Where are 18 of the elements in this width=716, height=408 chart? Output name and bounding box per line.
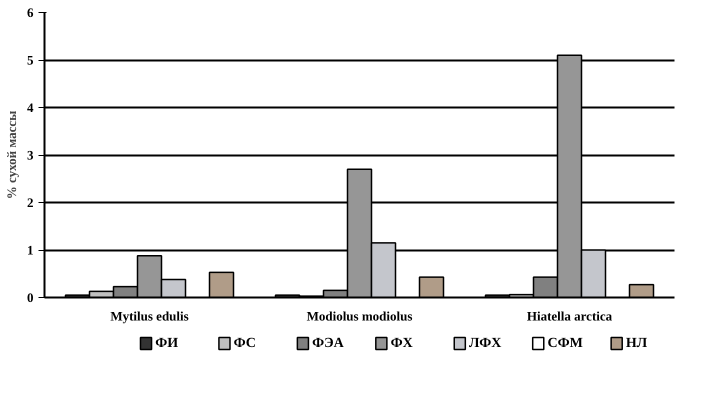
legend-label: ФХ [390,336,413,351]
x-tick-label: Mytilus edulis [110,308,189,324]
y-tick-label: 5 [27,52,34,68]
legend-label: ЛФХ [469,336,502,351]
y-axis-title: % сухой массы [4,110,19,200]
legend-label: ФЭА [312,336,345,351]
legend-label: НЛ [626,336,648,351]
y-tick-label: 1 [27,242,34,258]
y-tick-label: 6 [27,5,34,20]
x-tick-label: Modiolus modiolus [306,308,412,324]
legend-label: СФМ [547,336,583,351]
legend-label: ФС [234,336,256,351]
y-tick-label: 3 [27,148,34,162]
y-tick-label: 0 [27,290,34,305]
x-tick-label: Hiatella arctica [526,308,613,324]
y-tick-label: 4 [27,100,34,115]
y-tick-label: 2 [27,195,34,210]
legend-label: ФИ [155,336,178,351]
